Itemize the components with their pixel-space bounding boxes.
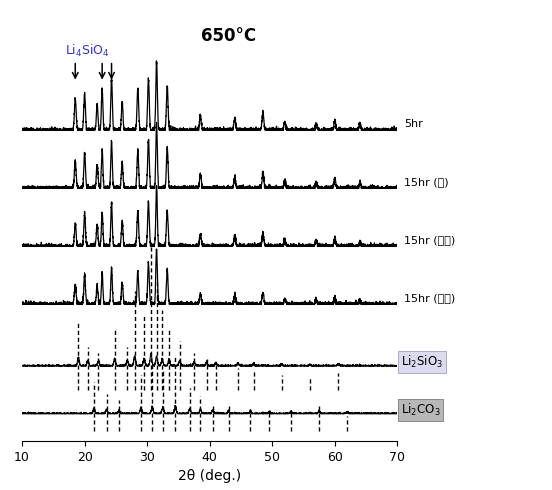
Text: 15hr (중간): 15hr (중간) — [404, 235, 455, 245]
Text: 5hr: 5hr — [404, 119, 422, 128]
Text: 650°C: 650°C — [201, 27, 256, 45]
Text: 15hr (아래): 15hr (아래) — [404, 293, 455, 303]
Text: Li$_2$SiO$_3$: Li$_2$SiO$_3$ — [401, 354, 443, 370]
Text: Li$_4$SiO$_4$: Li$_4$SiO$_4$ — [65, 43, 109, 59]
X-axis label: 2θ (deg.): 2θ (deg.) — [178, 469, 241, 483]
Text: 15hr (위): 15hr (위) — [404, 176, 448, 187]
Text: Li$_2$CO$_3$: Li$_2$CO$_3$ — [401, 401, 440, 417]
